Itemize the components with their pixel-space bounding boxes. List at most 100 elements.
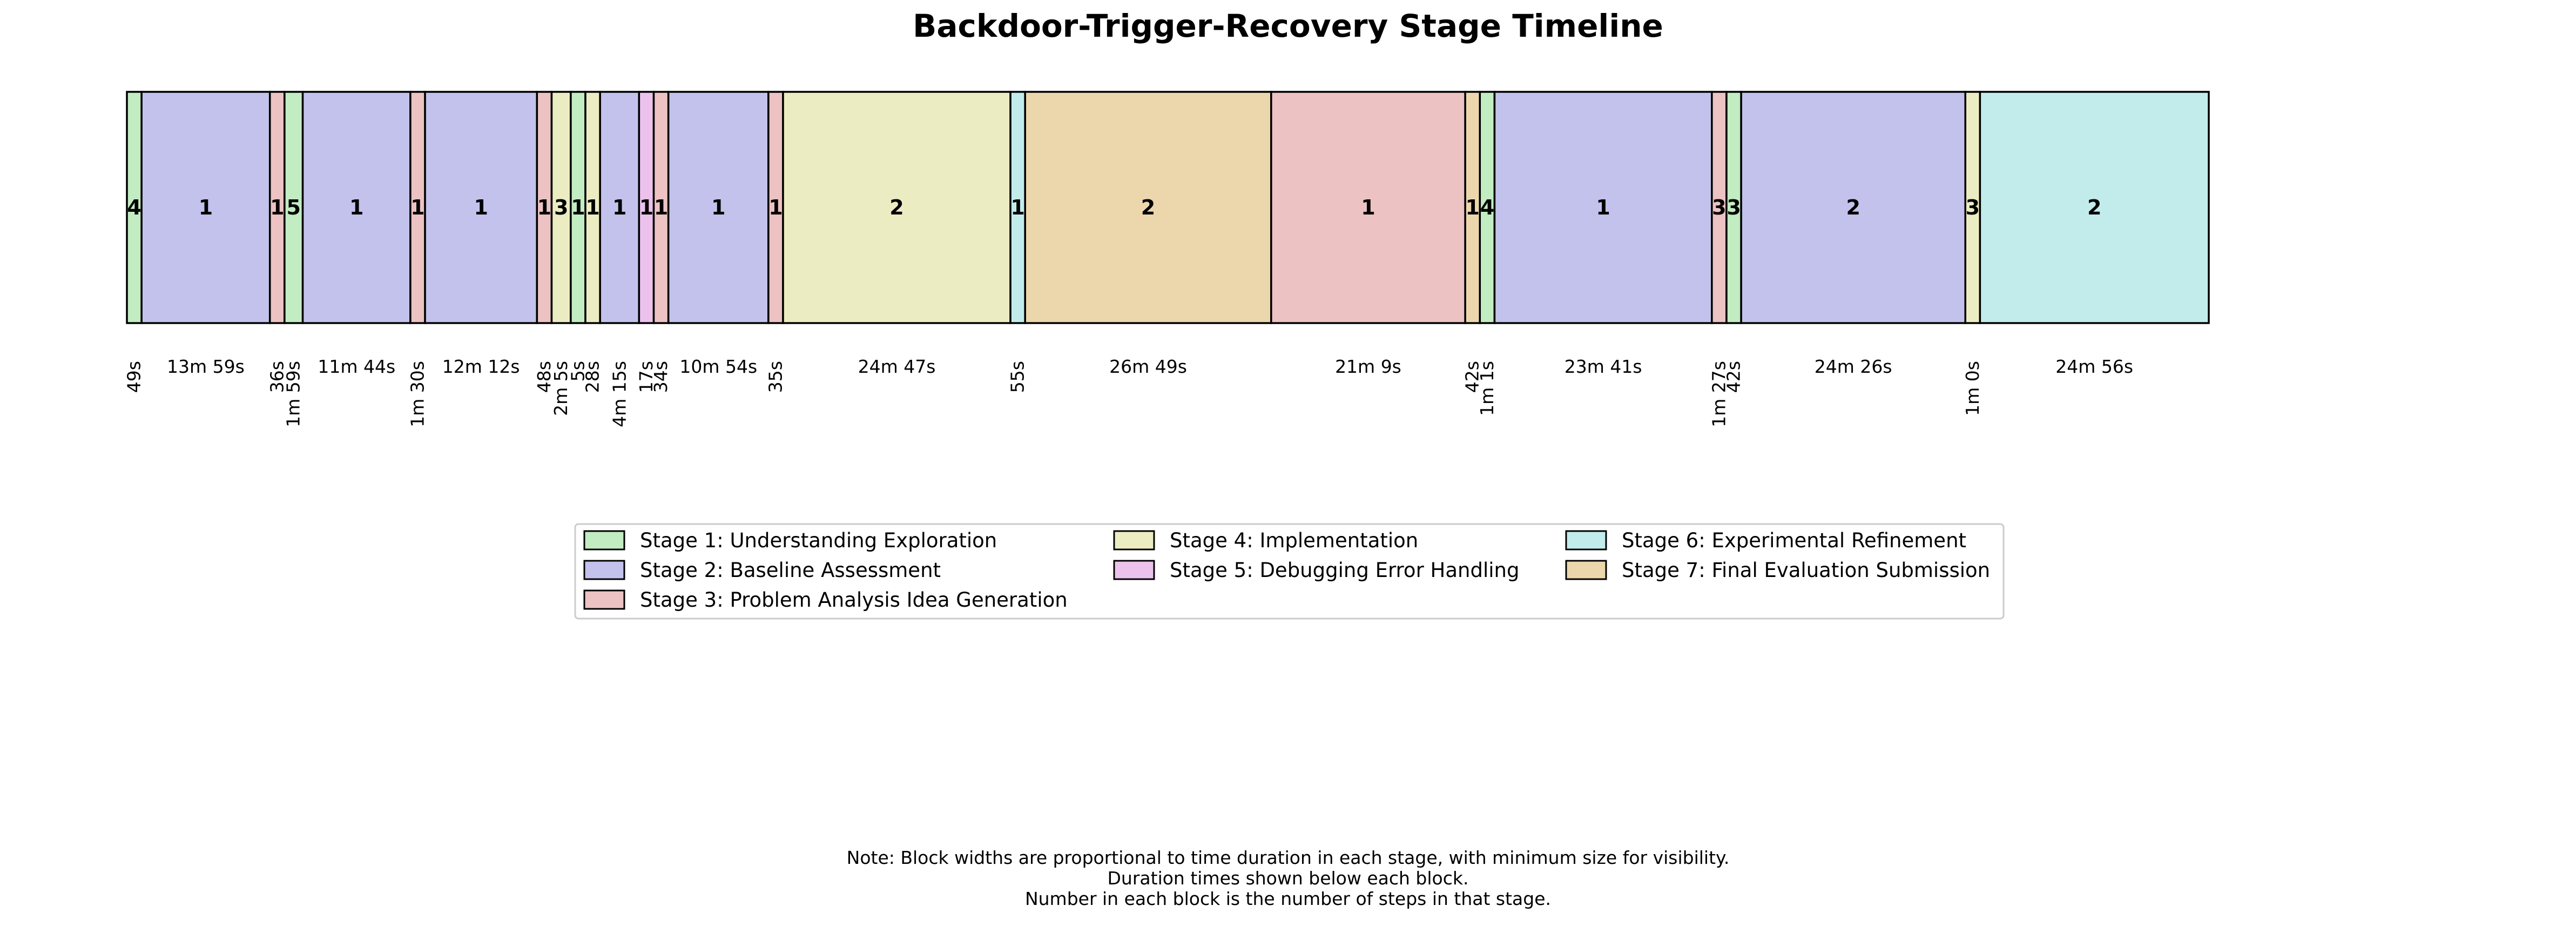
legend-entry-label: Stage 3: Problem Analysis Idea Generatio…	[640, 588, 1068, 612]
timeline-block	[782, 91, 1011, 324]
legend-swatch	[583, 560, 625, 580]
block-step-count: 1	[410, 196, 424, 219]
block-step-count: 1	[768, 196, 783, 219]
legend: Stage 1: Understanding Exploration Stage …	[574, 523, 2005, 620]
block-step-count: 3	[1712, 196, 1726, 219]
block-duration-label: 36s	[266, 361, 287, 393]
block-step-count: 3	[1727, 196, 1741, 219]
block-duration-label: 24m 26s	[1815, 356, 1892, 377]
legend-entry-label: Stage 2: Baseline Assessment	[640, 559, 941, 582]
block-duration-label: 13m 59s	[167, 356, 245, 377]
block-step-count: 1	[654, 196, 668, 219]
timeline-block	[1493, 91, 1713, 324]
timeline-block	[584, 91, 601, 324]
block-duration-label: 4m 15s	[609, 361, 630, 427]
block-duration-label: 34s	[650, 361, 671, 393]
timeline-block	[140, 91, 271, 324]
block-duration-label: 1m 30s	[407, 361, 428, 427]
block-step-count: 1	[639, 196, 653, 219]
timeline-block	[1464, 91, 1481, 324]
block-duration-label: 48s	[534, 361, 555, 393]
block-duration-label: 21m 9s	[1335, 356, 1401, 377]
note-line: Duration times shown below each block.	[1108, 868, 1469, 889]
block-duration-label: 24m 47s	[858, 356, 936, 377]
timeline-block	[1979, 91, 2210, 324]
block-duration-label: 1m 27s	[1708, 361, 1729, 427]
block-step-count: 1	[711, 196, 725, 219]
note-line: Note: Block widths are proportional to t…	[847, 847, 1730, 868]
legend-entry-label: Stage 6: Experimental Refinement	[1622, 529, 1966, 552]
block-step-count: 1	[349, 196, 363, 219]
legend-entry-label: Stage 1: Understanding Exploration	[640, 529, 997, 552]
block-duration-label: 26m 49s	[1109, 356, 1187, 377]
block-duration-label: 42s	[1723, 361, 1744, 393]
timeline-block	[652, 91, 670, 324]
block-duration-label: 1m 0s	[1962, 361, 1983, 416]
block-step-count: 1	[1361, 196, 1375, 219]
timeline-block	[126, 91, 143, 324]
block-duration-label: 28s	[582, 361, 603, 393]
legend-swatch	[1113, 560, 1155, 580]
block-step-count: 3	[554, 196, 568, 219]
block-duration-label: 23m 41s	[1565, 356, 1642, 377]
block-duration-label: 17s	[636, 361, 657, 393]
block-step-count: 1	[474, 196, 488, 219]
chart-notes: Note: Block widths are proportional to t…	[847, 847, 1730, 909]
timeline-block	[409, 91, 426, 324]
timeline-block	[1740, 91, 1966, 324]
timeline-block	[536, 91, 553, 324]
block-duration-label: 5s	[567, 361, 588, 381]
timeline-block	[1024, 91, 1272, 324]
block-duration-label: 12m 12s	[442, 356, 520, 377]
timeline-block	[301, 91, 412, 324]
block-step-count: 3	[1966, 196, 1980, 219]
block-step-count: 4	[1480, 196, 1494, 219]
block-step-count: 2	[889, 196, 903, 219]
legend-swatch	[583, 530, 625, 551]
timeline-block	[1270, 91, 1466, 324]
legend-frame	[574, 523, 2005, 620]
legend-swatch	[1565, 530, 1607, 551]
legend-swatch	[1565, 560, 1607, 580]
timeline-block	[667, 91, 770, 324]
block-step-count: 1	[1596, 196, 1610, 219]
chart-title: Backdoor-Trigger-Recovery Stage Timeline	[913, 8, 1663, 44]
legend-entry-label: Stage 7: Final Evaluation Submission	[1622, 559, 1990, 582]
block-step-count: 1	[537, 196, 551, 219]
block-duration-label: 2m 5s	[550, 361, 571, 416]
timeline-block	[570, 91, 586, 324]
block-duration-label: 42s	[1462, 361, 1483, 393]
block-duration-label: 10m 54s	[679, 356, 757, 377]
block-step-count: 1	[612, 196, 626, 219]
block-step-count: 1	[1010, 196, 1024, 219]
timeline-block	[268, 91, 286, 324]
timeline-block	[638, 91, 655, 324]
note-line: Number in each block is the number of st…	[1025, 888, 1551, 909]
timeline-block	[550, 91, 572, 324]
block-duration-label: 55s	[1007, 361, 1028, 393]
block-duration-label: 49s	[124, 361, 145, 393]
block-duration-label: 1m 59s	[283, 361, 304, 427]
block-step-count: 2	[1846, 196, 1860, 219]
block-step-count: 4	[127, 196, 141, 219]
block-step-count: 2	[2087, 196, 2101, 219]
block-step-count: 1	[585, 196, 599, 219]
block-duration-label: 1m 1s	[1476, 361, 1498, 416]
legend-swatch	[583, 589, 625, 610]
timeline-block	[424, 91, 538, 324]
legend-swatch	[1113, 530, 1155, 551]
block-step-count: 1	[199, 196, 213, 219]
block-step-count: 1	[270, 196, 284, 219]
block-step-count: 1	[571, 196, 585, 219]
block-step-count: 2	[1141, 196, 1155, 219]
legend-entry-label: Stage 4: Implementation	[1170, 529, 1418, 552]
block-duration-label: 35s	[765, 361, 786, 393]
legend-entry-label: Stage 5: Debugging Error Handling	[1170, 559, 1519, 582]
block-duration-label: 11m 44s	[318, 356, 395, 377]
timeline-block	[284, 91, 304, 324]
block-duration-label: 24m 56s	[2055, 356, 2133, 377]
block-step-count: 1	[1466, 196, 1480, 219]
block-step-count: 5	[286, 196, 300, 219]
